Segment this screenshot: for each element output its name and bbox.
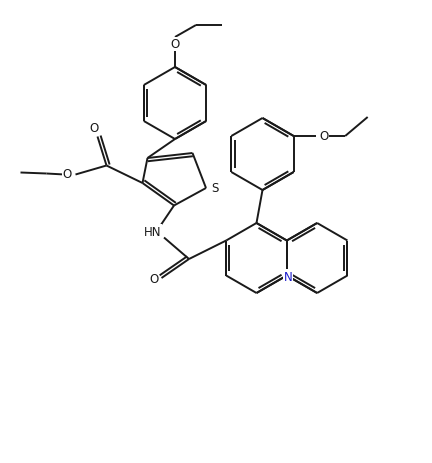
Text: HN: HN [144, 225, 162, 238]
Text: N: N [284, 270, 293, 283]
Text: O: O [149, 273, 159, 286]
Text: S: S [211, 182, 218, 195]
Text: O: O [89, 122, 98, 135]
Text: O: O [63, 168, 72, 181]
Text: O: O [320, 130, 329, 143]
Text: O: O [170, 38, 180, 51]
